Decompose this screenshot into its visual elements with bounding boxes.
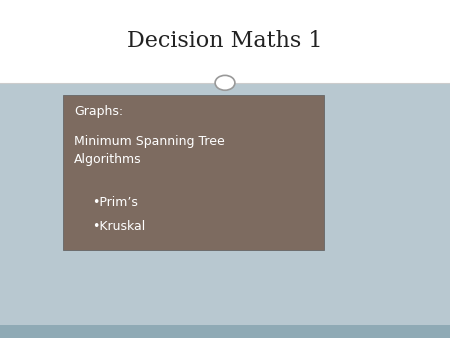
FancyBboxPatch shape: [63, 95, 324, 250]
Text: •Prim’s: •Prim’s: [92, 196, 138, 209]
Text: Decision Maths 1: Decision Maths 1: [127, 30, 323, 52]
Bar: [0, 0, 450, 83]
Circle shape: [215, 75, 235, 90]
Text: Minimum Spanning Tree
Algorithms: Minimum Spanning Tree Algorithms: [74, 135, 225, 166]
Text: •Kruskal: •Kruskal: [92, 220, 145, 233]
Text: Graphs:: Graphs:: [74, 105, 123, 118]
Bar: [0, 325, 450, 338]
